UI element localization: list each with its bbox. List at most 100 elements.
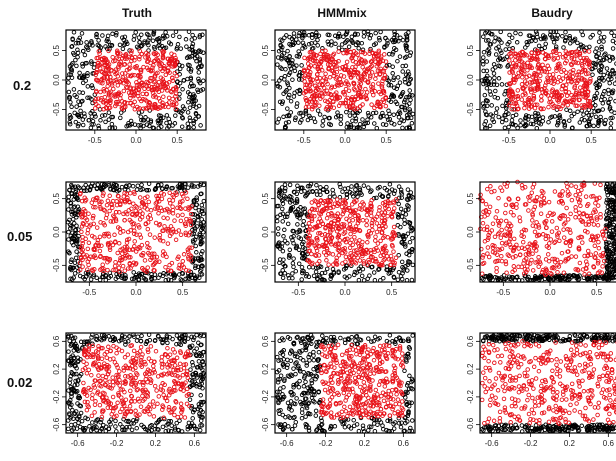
point-outer bbox=[513, 112, 519, 118]
row-label-0-05: 0.05 bbox=[7, 229, 32, 244]
point-inner bbox=[101, 75, 106, 80]
point-inner bbox=[153, 102, 158, 107]
y-tick-label: 0.5 bbox=[261, 193, 270, 205]
point-inner bbox=[102, 89, 107, 94]
point-outer bbox=[150, 38, 156, 43]
point-outer bbox=[71, 221, 77, 226]
point-outer bbox=[343, 32, 349, 37]
point-inner bbox=[128, 190, 133, 196]
point-outer bbox=[525, 42, 530, 48]
point-inner bbox=[168, 89, 173, 94]
point-outer bbox=[575, 109, 580, 114]
point-outer bbox=[146, 42, 151, 48]
point-outer bbox=[402, 55, 408, 60]
point-outer bbox=[597, 55, 603, 61]
point-outer bbox=[344, 124, 350, 130]
point-inner bbox=[327, 59, 333, 64]
point-outer bbox=[378, 29, 383, 35]
point-outer bbox=[287, 34, 292, 40]
point-outer bbox=[498, 29, 503, 35]
point-inner bbox=[180, 212, 185, 218]
point-outer bbox=[594, 46, 599, 51]
point-outer bbox=[146, 32, 151, 38]
point-outer bbox=[567, 118, 572, 123]
point-outer bbox=[607, 80, 612, 86]
point-inner bbox=[123, 51, 129, 57]
point-outer bbox=[190, 48, 195, 53]
point-inner bbox=[169, 75, 175, 80]
point-inner bbox=[96, 96, 101, 101]
point-inner bbox=[324, 215, 330, 221]
point-outer bbox=[400, 69, 405, 74]
point-outer bbox=[356, 41, 361, 46]
point-outer bbox=[546, 119, 551, 125]
point-outer bbox=[510, 46, 516, 51]
point-outer bbox=[170, 33, 176, 38]
point-inner bbox=[373, 76, 378, 81]
point-inner bbox=[111, 78, 116, 84]
point-outer bbox=[484, 85, 490, 91]
point-inner bbox=[157, 98, 163, 104]
point-outer bbox=[396, 201, 401, 207]
point-outer bbox=[106, 110, 112, 115]
point-outer bbox=[98, 45, 104, 50]
point-outer bbox=[599, 47, 604, 52]
point-outer bbox=[145, 117, 151, 122]
point-outer bbox=[86, 47, 91, 53]
point-inner bbox=[152, 73, 158, 78]
point-inner bbox=[483, 201, 489, 207]
point-inner bbox=[331, 51, 337, 57]
point-inner bbox=[493, 215, 498, 220]
point-inner bbox=[151, 63, 156, 68]
point-inner bbox=[337, 77, 343, 82]
point-inner bbox=[96, 49, 102, 54]
point-inner bbox=[383, 65, 388, 70]
point-inner bbox=[105, 198, 111, 204]
point-outer bbox=[135, 183, 141, 188]
x-tick-label: 0.5 bbox=[386, 288, 398, 297]
point-inner bbox=[499, 227, 504, 233]
point-inner bbox=[376, 57, 381, 62]
point-outer bbox=[396, 269, 402, 275]
x-tick-label: 0.0 bbox=[130, 288, 142, 297]
point-inner bbox=[576, 215, 582, 220]
point-outer bbox=[290, 271, 295, 276]
point-outer bbox=[285, 48, 290, 54]
point-inner bbox=[362, 73, 367, 78]
point-inner bbox=[348, 213, 353, 218]
point-inner bbox=[134, 82, 140, 88]
point-outer bbox=[497, 37, 502, 43]
point-outer bbox=[138, 43, 144, 49]
point-outer bbox=[312, 119, 318, 125]
point-outer bbox=[182, 106, 187, 112]
point-inner bbox=[560, 76, 566, 81]
point-outer bbox=[491, 71, 497, 76]
point-inner bbox=[365, 240, 370, 245]
point-inner bbox=[131, 86, 137, 91]
point-outer bbox=[409, 120, 415, 126]
point-outer bbox=[309, 41, 314, 46]
y-tick-label: 0.5 bbox=[466, 44, 475, 56]
point-outer bbox=[81, 74, 87, 80]
point-inner bbox=[376, 48, 382, 54]
point-inner bbox=[169, 260, 175, 266]
point-outer bbox=[300, 46, 305, 51]
point-inner bbox=[106, 91, 112, 97]
point-outer bbox=[518, 118, 523, 123]
point-inner bbox=[337, 238, 343, 243]
point-outer bbox=[75, 54, 80, 60]
point-inner bbox=[573, 184, 579, 189]
point-outer bbox=[134, 425, 139, 431]
point-inner bbox=[499, 258, 505, 264]
point-inner bbox=[152, 51, 157, 57]
point-outer bbox=[180, 87, 185, 92]
point-outer bbox=[110, 31, 115, 37]
point-inner bbox=[569, 197, 575, 203]
point-inner bbox=[307, 50, 313, 55]
point-outer bbox=[390, 50, 396, 55]
point-outer bbox=[564, 107, 569, 112]
point-outer bbox=[591, 123, 596, 129]
point-outer bbox=[288, 43, 294, 48]
point-inner bbox=[144, 84, 150, 89]
point-inner bbox=[101, 87, 106, 92]
